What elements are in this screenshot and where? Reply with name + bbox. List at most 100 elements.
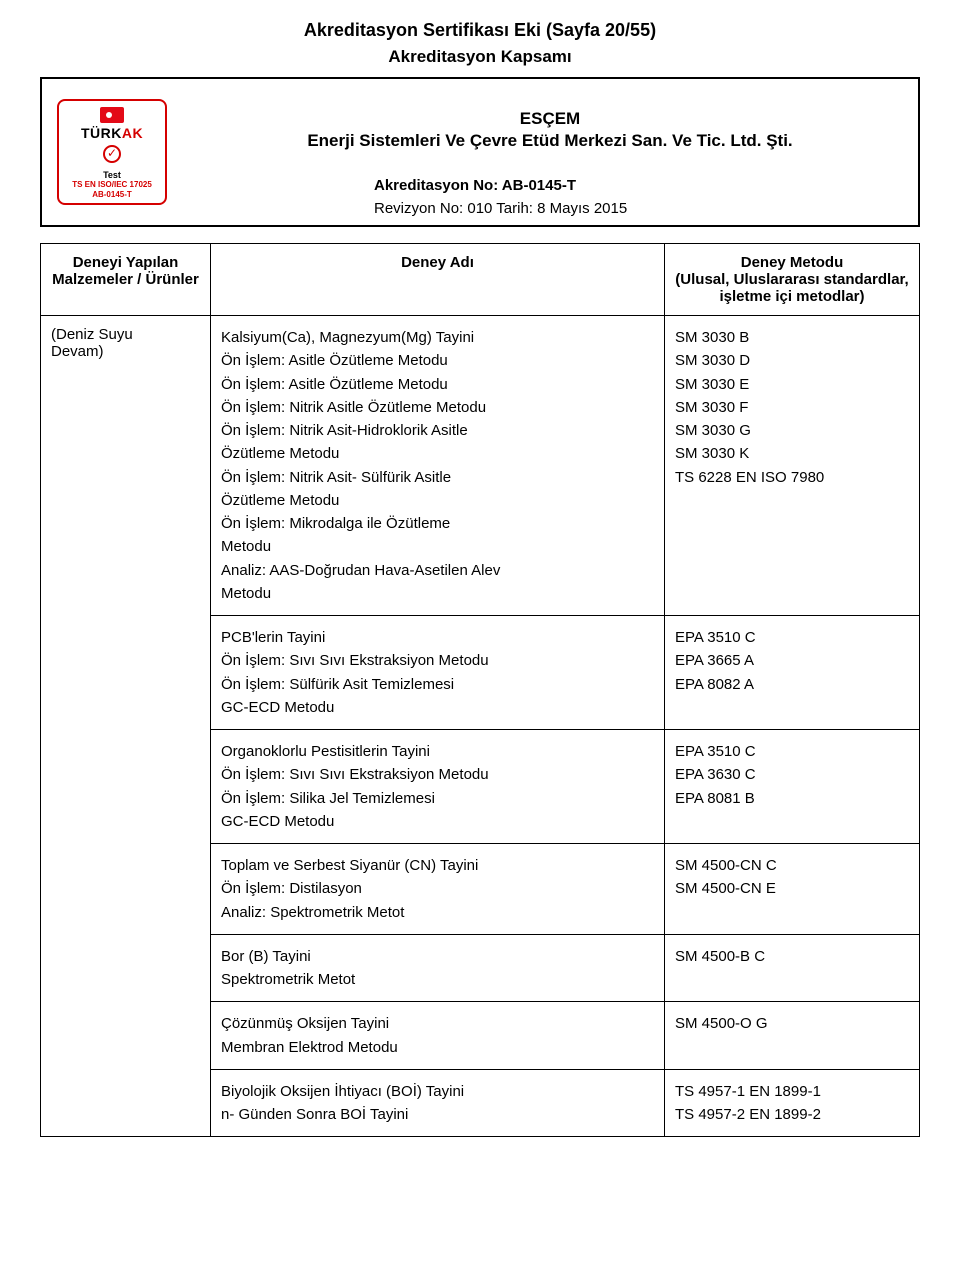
check-icon [103,145,121,163]
test-line: Biyolojik Oksijen İhtiyacı (BOİ) Tayini [221,1080,654,1103]
header-method: Deney Metodu (Ulusal, Uluslararası stand… [665,244,920,316]
method-line: SM 3030 B [675,326,909,349]
test-line: Ön İşlem: Nitrik Asit-Hidroklorik Asitle [221,419,654,442]
method-line: EPA 3510 C [675,740,909,763]
document-subtitle: Akreditasyon Kapsamı [40,47,920,67]
table-header-row: Deneyi Yapılan Malzemeler / Ürünler Dene… [41,244,920,316]
test-line: Ön İşlem: Nitrik Asit- Sülfürik Asitle [221,466,654,489]
table-body: (Deniz SuyuDevam)Kalsiyum(Ca), Magnezyum… [41,316,920,1137]
test-line: Toplam ve Serbest Siyanür (CN) Tayini [221,854,654,877]
test-line: Ön İşlem: Sıvı Sıvı Ekstraksiyon Metodu [221,763,654,786]
title-block: Akreditasyon Sertifikası Eki (Sayfa 20/5… [40,20,920,67]
logo-standard: TS EN ISO/IEC 17025 [63,180,161,190]
test-line: n- Günden Sonra BOİ Tayini [221,1103,654,1126]
method-line: EPA 8082 A [675,673,909,696]
test-line: Metodu [221,582,654,605]
test-line: GC-ECD Metodu [221,810,654,833]
test-line: Organoklorlu Pestisitlerin Tayini [221,740,654,763]
header-method-line3: işletme içi metodlar) [675,288,909,305]
method-line: SM 3030 K [675,442,909,465]
method-line: TS 4957-1 EN 1899-1 [675,1080,909,1103]
method-line: TS 6228 EN ISO 7980 [675,466,909,489]
test-line: Analiz: AAS-Doğrudan Hava-Asetilen Alev [221,559,654,582]
test-line: Çözünmüş Oksijen Tayini [221,1012,654,1035]
method-cell: SM 3030 BSM 3030 DSM 3030 ESM 3030 FSM 3… [665,316,920,616]
logo-cell: TÜRKAK Test TS EN ISO/IEC 17025 AB-0145-… [42,79,182,225]
method-line: SM 4500-CN E [675,877,909,900]
method-cell: EPA 3510 CEPA 3630 CEPA 8081 B [665,730,920,844]
method-cell: EPA 3510 CEPA 3665 AEPA 8082 A [665,616,920,730]
test-line: PCB'lerin Tayini [221,626,654,649]
logo-ref: AB-0145-T [63,190,161,200]
material-line2: Devam) [51,343,200,360]
test-line: Bor (B) Tayini [221,945,654,968]
flag-icon [100,107,124,123]
logo-suffix: AK [122,125,143,141]
document-title: Akreditasyon Sertifikası Eki (Sayfa 20/5… [40,20,920,41]
test-name-cell: PCB'lerin TayiniÖn İşlem: Sıvı Sıvı Ekst… [211,616,665,730]
test-line: Ön İşlem: Nitrik Asitle Özütleme Metodu [221,396,654,419]
material-cell: (Deniz SuyuDevam) [41,316,211,1137]
method-cell: SM 4500-CN CSM 4500-CN E [665,844,920,935]
test-line: Ön İşlem: Mikrodalga ile Özütleme [221,512,654,535]
test-line: Analiz: Spektrometrik Metot [221,901,654,924]
method-line: SM 3030 E [675,373,909,396]
org-name-block: ESÇEM Enerji Sistemleri Ve Çevre Etüd Me… [194,91,906,169]
check-wrap [63,145,161,168]
method-line: SM 4500-B C [675,945,909,968]
method-line: TS 4957-2 EN 1899-2 [675,1103,909,1126]
header-materials-line2: Malzemeler / Ürünler [51,271,200,288]
accreditation-number: Akreditasyon No: AB-0145-T [374,177,906,194]
org-name-line1: ESÇEM [194,109,906,129]
test-name-cell: Organoklorlu Pestisitlerin TayiniÖn İşle… [211,730,665,844]
header-method-line1: Deney Metodu [675,254,909,271]
method-cell: TS 4957-1 EN 1899-1TS 4957-2 EN 1899-2 [665,1069,920,1137]
table-row: (Deniz SuyuDevam) Kalsiyum(Ca), Magnezyum… [41,316,920,616]
logo-prefix: TÜRK [81,125,122,141]
test-name-cell: Kalsiyum(Ca), Magnezyum(Mg) TayiniÖn İşl… [211,316,665,616]
org-name-line2: Enerji Sistemleri Ve Çevre Etüd Merkezi … [194,131,906,151]
test-line: Ön İşlem: Asitle Özütleme Metodu [221,373,654,396]
method-line: EPA 8081 B [675,787,909,810]
method-line: SM 4500-CN C [675,854,909,877]
org-cell: ESÇEM Enerji Sistemleri Ve Çevre Etüd Me… [182,79,918,225]
page: Akreditasyon Sertifikası Eki (Sayfa 20/5… [0,0,960,1177]
test-name-cell: Bor (B) TayiniSpektrometrik Metot [211,934,665,1002]
test-line: Özütleme Metodu [221,442,654,465]
test-line: Ön İşlem: Silika Jel Temizlemesi [221,787,654,810]
header-materials: Deneyi Yapılan Malzemeler / Ürünler [41,244,211,316]
method-line: EPA 3630 C [675,763,909,786]
logo-test-label: Test [63,170,161,180]
test-line: Ön İşlem: Sülfürik Asit Temizlemesi [221,673,654,696]
accreditation-revision: Revizyon No: 010 Tarih: 8 Mayıs 2015 [374,200,906,217]
method-line: SM 3030 G [675,419,909,442]
test-line: Ön İşlem: Distilasyon [221,877,654,900]
method-line: SM 3030 D [675,349,909,372]
method-cell: SM 4500-O G [665,1002,920,1070]
material-line1: (Deniz Suyu [51,326,200,343]
test-line: GC-ECD Metodu [221,696,654,719]
test-name-cell: Biyolojik Oksijen İhtiyacı (BOİ) Tayinin… [211,1069,665,1137]
method-line: EPA 3665 A [675,649,909,672]
test-line: Özütleme Metodu [221,489,654,512]
header-method-line2: (Ulusal, Uluslararası standardlar, [675,271,909,288]
test-line: Spektrometrik Metot [221,968,654,991]
test-name-cell: Çözünmüş Oksijen TayiniMembran Elektrod … [211,1002,665,1070]
method-cell: SM 4500-B C [665,934,920,1002]
method-line: SM 3030 F [675,396,909,419]
header-test-name: Deney Adı [211,244,665,316]
method-line: EPA 3510 C [675,626,909,649]
test-line: Kalsiyum(Ca), Magnezyum(Mg) Tayini [221,326,654,349]
accreditation-block: Akreditasyon No: AB-0145-T Revizyon No: … [194,177,906,217]
method-line: SM 4500-O G [675,1012,909,1035]
test-line: Ön İşlem: Sıvı Sıvı Ekstraksiyon Metodu [221,649,654,672]
test-line: Ön İşlem: Asitle Özütleme Metodu [221,349,654,372]
test-name-cell: Toplam ve Serbest Siyanür (CN) TayiniÖn … [211,844,665,935]
test-line: Metodu [221,535,654,558]
header-materials-line1: Deneyi Yapılan [51,254,200,271]
header-box: TÜRKAK Test TS EN ISO/IEC 17025 AB-0145-… [40,77,920,227]
turkak-logo: TÜRKAK Test TS EN ISO/IEC 17025 AB-0145-… [57,99,167,205]
scope-table: Deneyi Yapılan Malzemeler / Ürünler Dene… [40,243,920,1137]
test-line: Membran Elektrod Metodu [221,1036,654,1059]
logo-brand: TÜRKAK [63,125,161,141]
